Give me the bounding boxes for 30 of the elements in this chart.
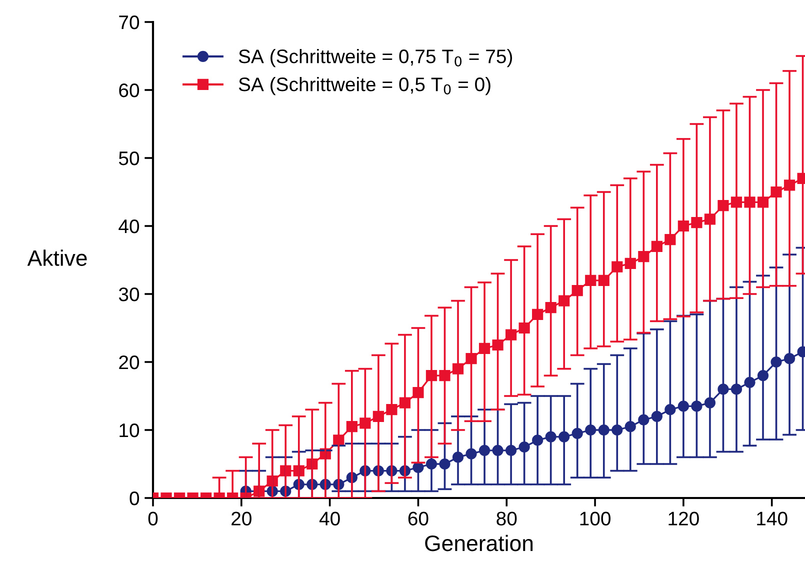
- x-tick-label: 0: [148, 512, 158, 526]
- point: [412, 387, 424, 398]
- y-tick-label: 10: [120, 423, 140, 438]
- y-tick-label: 70: [119, 15, 140, 30]
- point: [492, 339, 504, 351]
- point: [691, 217, 702, 228]
- point: [744, 196, 756, 208]
- point: [466, 353, 477, 364]
- y-tick-label: 30: [118, 287, 140, 302]
- x-tick-label: 80: [496, 512, 517, 526]
- point: [770, 186, 782, 198]
- legend-label: SA (Schrittweite = 0,75 T$_{0}$ = 75): [238, 49, 512, 68]
- x-tick-label: 100: [580, 512, 610, 526]
- x-tick-label: 20: [232, 512, 252, 526]
- point: [360, 418, 371, 429]
- point: [439, 370, 450, 382]
- legend-label: SA (Schrittweite = 0,5 T$_{0}$ = 0): [238, 77, 490, 96]
- x-tick-label: 140: [757, 512, 788, 526]
- point: [386, 404, 398, 416]
- x-tick-label: 60: [408, 512, 428, 526]
- y-tick-label: 20: [119, 355, 140, 370]
- x-tick-label: 40: [319, 512, 340, 526]
- point: [718, 200, 729, 212]
- y-tick-label: 40: [118, 219, 140, 234]
- x-tick-label: 120: [668, 512, 699, 526]
- y-tick-label: 60: [119, 83, 140, 98]
- y-tick-label: 0: [130, 491, 140, 506]
- x-axis-title: Generation: [425, 534, 533, 552]
- y-axis-title: Aktive: [27, 250, 87, 266]
- y-tick-label: 50: [118, 151, 140, 166]
